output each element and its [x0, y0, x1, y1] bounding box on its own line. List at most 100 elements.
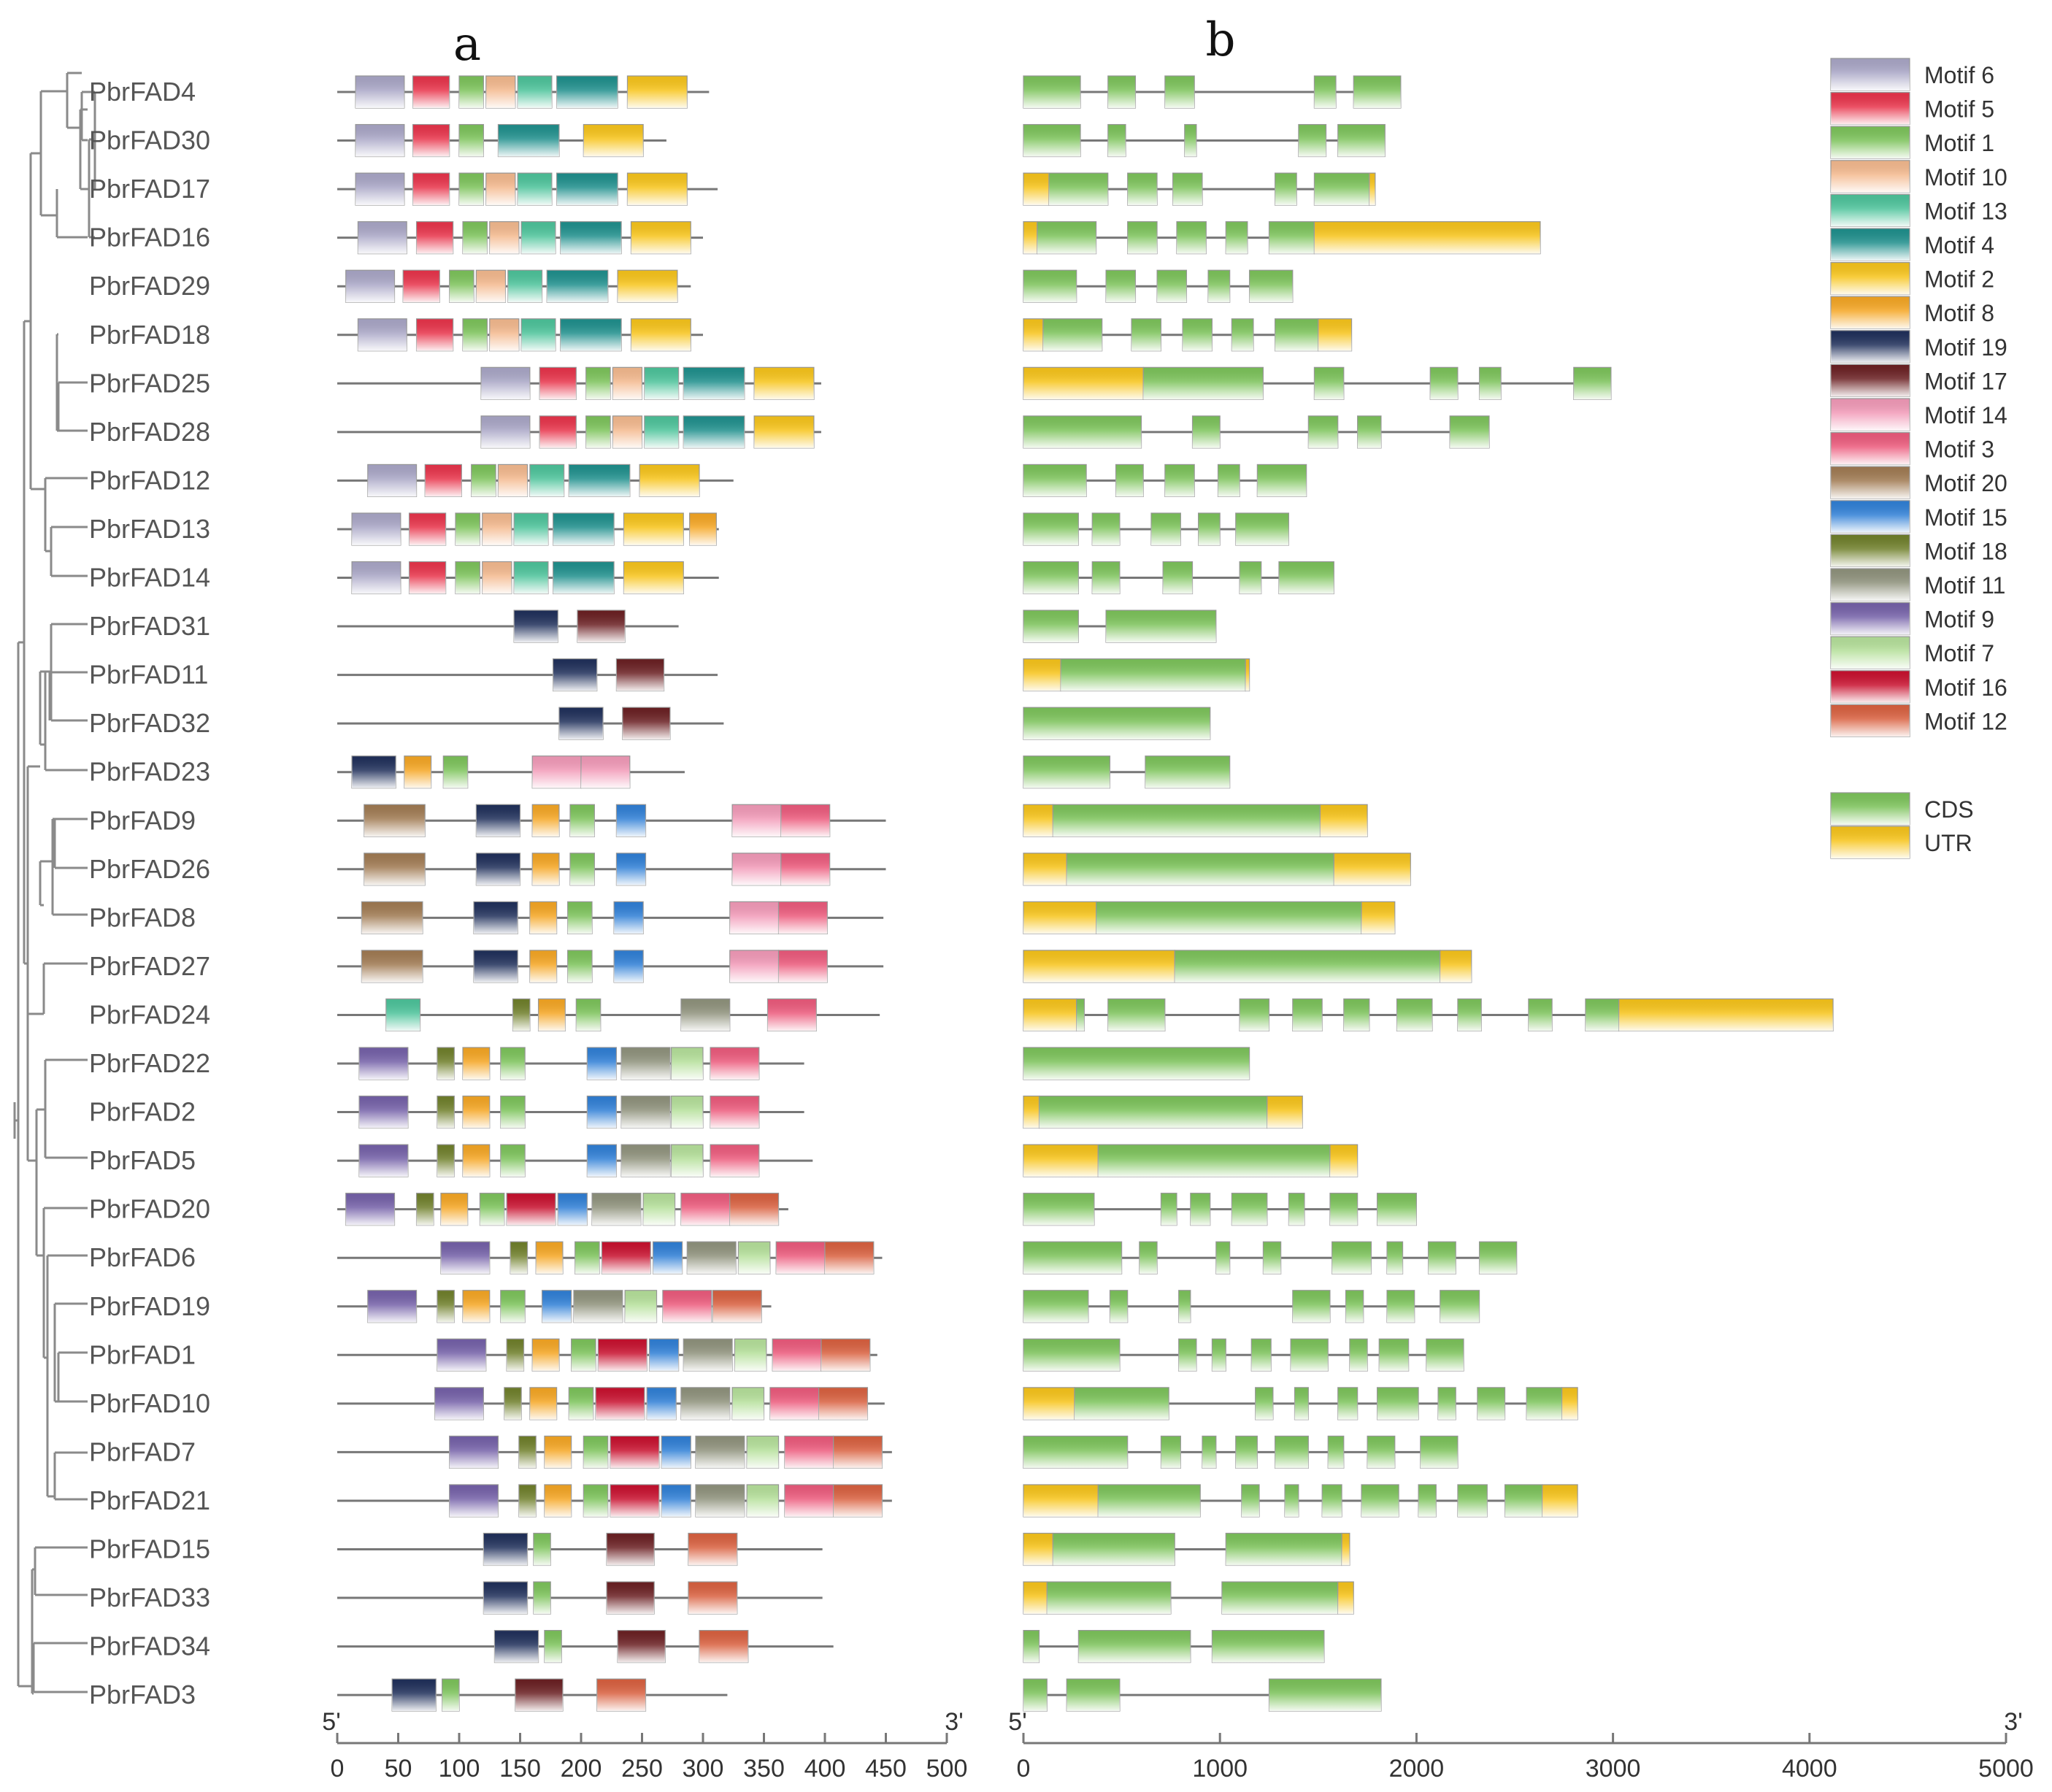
motif-7-box — [642, 1193, 676, 1226]
tree-branch — [35, 1108, 45, 1257]
gene-name-label: PbrFAD22 — [89, 1048, 210, 1078]
motif-6-box — [355, 172, 405, 206]
motif-7-box — [731, 1387, 765, 1420]
cds-segment — [1023, 707, 1211, 740]
motif-2-box — [639, 464, 700, 498]
motif-17-box — [617, 1630, 666, 1664]
gene-row-pbrfad21: PbrFAD21 — [89, 1484, 1578, 1518]
tick-label: 350 — [743, 1755, 785, 1783]
cds-segment — [1278, 561, 1334, 595]
cds-segment — [1313, 366, 1345, 400]
tick-label: 2000 — [1389, 1755, 1445, 1783]
legend-label: Motif 13 — [1924, 198, 2007, 224]
motif-18-box — [437, 1047, 455, 1080]
gene-name-label: PbrFAD5 — [89, 1145, 196, 1175]
cds-segment — [1066, 853, 1334, 886]
cds-segment — [1023, 1193, 1095, 1226]
gene-row-pbrfad4: PbrFAD4 — [89, 75, 1402, 109]
cds-segment — [1023, 609, 1079, 643]
motif-7-box — [670, 1144, 704, 1177]
motif-4-box — [556, 172, 618, 206]
cds-segment — [1573, 366, 1612, 400]
motif-5-box — [402, 269, 440, 303]
motif-9-box — [434, 1387, 484, 1420]
motif-19-box — [473, 950, 518, 983]
cds-segment — [1048, 172, 1109, 206]
cds-segment — [1096, 901, 1362, 934]
utr-segment — [1618, 998, 1834, 1032]
motif-3-box — [784, 1484, 834, 1518]
gene-name-label: PbrFAD4 — [89, 77, 196, 107]
motif-10-box — [489, 318, 520, 352]
cds-segment — [1292, 998, 1323, 1032]
motif-12-box — [688, 1581, 738, 1615]
cds-segment — [1307, 415, 1339, 449]
legend-swatch — [1830, 91, 1910, 126]
cds-segment — [1225, 1532, 1342, 1566]
tree-branch — [29, 152, 45, 491]
cds-segment — [1332, 1241, 1372, 1274]
cds-segment — [1115, 464, 1144, 498]
cds-segment — [1361, 1484, 1399, 1518]
cds-segment — [1215, 1241, 1231, 1274]
motif-9-box — [367, 1290, 418, 1323]
tree-branch — [26, 765, 40, 1162]
cds-segment — [1211, 1630, 1325, 1664]
cds-segment — [1023, 561, 1079, 595]
motif-8-box — [462, 1290, 491, 1323]
utr-segment — [1023, 1095, 1040, 1129]
motif-6-box — [357, 318, 407, 352]
motif-length-axis: 0 50 100 150 200 250 300 350 400 450 500 5' 3' — [322, 1708, 967, 1783]
cds-segment — [1585, 998, 1620, 1032]
cds-segment — [1386, 1290, 1415, 1323]
motif-4-box — [497, 123, 560, 158]
gene-name-label: PbrFAD15 — [89, 1534, 210, 1564]
motif-14-box — [731, 853, 782, 886]
cds-segment — [1139, 1241, 1158, 1274]
cds-segment — [1290, 1338, 1329, 1372]
cds-segment — [1211, 1338, 1226, 1372]
utr-segment — [1319, 804, 1368, 837]
cds-segment — [1164, 464, 1195, 498]
motif-16-box — [506, 1193, 556, 1226]
gene-name-label: PbrFAD2 — [89, 1097, 196, 1127]
motif-6-box — [351, 561, 401, 595]
motif-11-box — [620, 1095, 671, 1129]
legend-label: Motif 18 — [1924, 538, 2007, 564]
gene-row-pbrfad28: PbrFAD28 — [89, 415, 1490, 449]
gene-name-label: PbrFAD6 — [89, 1242, 196, 1272]
legend-item-motif-18: Motif 18 — [1830, 534, 2007, 568]
legend-item-motif-12: Motif 12 — [1830, 704, 2007, 738]
legend-label: Motif 7 — [1924, 640, 1994, 666]
motif-16-box — [601, 1241, 651, 1274]
motif-7-box — [624, 1290, 658, 1323]
gene-name-label: PbrFAD14 — [89, 563, 210, 593]
motif-8-box — [531, 1338, 560, 1372]
tree-branch — [34, 1546, 88, 1596]
tree-branch — [39, 90, 67, 217]
gene-row-pbrfad32: PbrFAD32 — [89, 707, 1211, 740]
legend-item-motif-2: Motif 2 — [1830, 262, 1994, 296]
legend-swatch — [1830, 431, 1910, 466]
motif-15-box — [586, 1047, 618, 1080]
motif-13-box — [517, 75, 553, 109]
motif-3-box — [784, 1435, 834, 1469]
motif-8-box — [689, 512, 717, 546]
cds-segment — [1343, 998, 1370, 1032]
motif-2-box — [626, 75, 688, 109]
legend-label: Motif 19 — [1924, 334, 2007, 361]
motif-18-box — [512, 998, 531, 1032]
tree-branch — [80, 91, 88, 142]
cds-segment — [1292, 1290, 1331, 1323]
gene-name-label: PbrFAD18 — [89, 320, 210, 350]
legend-item-motif-6: Motif 6 — [1830, 58, 1994, 91]
gene-row-pbrfad6: PbrFAD6 — [89, 1241, 1518, 1274]
motif-1-box — [458, 75, 485, 109]
legend-swatch — [1830, 704, 1910, 738]
gene-row-pbrfad19: PbrFAD19 — [89, 1290, 1480, 1323]
cds-segment — [1037, 221, 1097, 255]
legend-swatch — [1830, 58, 1910, 91]
motif-1-box — [500, 1144, 526, 1177]
cds-segment — [1248, 269, 1294, 303]
cds-segment — [1023, 269, 1077, 303]
